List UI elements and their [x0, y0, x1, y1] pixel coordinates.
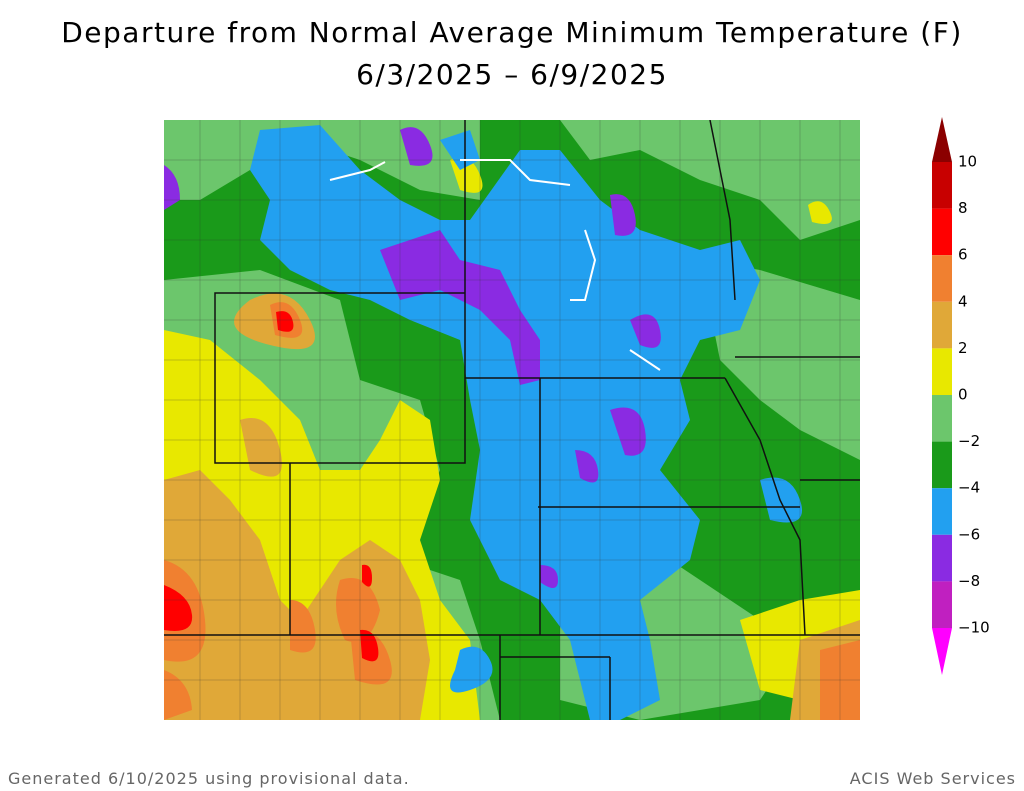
legend-swatch: [932, 255, 952, 302]
legend-swatch: [932, 208, 952, 256]
legend-label: −6: [958, 525, 980, 543]
legend-swatch: [932, 488, 952, 535]
state-lines: [164, 120, 860, 720]
rivers: [329, 159, 661, 371]
subtitle: 6/3/2025 – 6/9/2025: [356, 58, 668, 91]
legend-swatch: [932, 301, 952, 349]
footer-left: Generated 6/10/2025 using provisional da…: [8, 769, 410, 788]
legend-label: 2: [958, 339, 968, 357]
region-red: [164, 311, 379, 662]
title: Departure from Normal Average Minimum Te…: [61, 16, 963, 49]
legend: 10 8 6 4 2 0 −2 −4 −6 −8 −10: [932, 117, 990, 675]
legend-swatch: [932, 441, 952, 489]
legend-label: 8: [958, 199, 968, 217]
legend-swatch: [932, 395, 952, 442]
region-orange: [164, 302, 860, 720]
legend-label: 0: [958, 386, 968, 404]
legend-label: −10: [958, 619, 990, 637]
legend-swatch: [932, 162, 952, 209]
region-blue: [250, 125, 802, 720]
legend-label: 6: [958, 246, 968, 264]
legend-arrow: [932, 628, 952, 675]
legend-arrow: [932, 117, 952, 162]
legend-swatch: [932, 581, 952, 628]
legend-swatch: [932, 534, 952, 582]
county-lines: [164, 120, 860, 720]
legend-swatch: [932, 348, 952, 395]
legend-label: −2: [958, 432, 980, 450]
legend-label: 4: [958, 292, 968, 310]
legend-label: −8: [958, 572, 980, 590]
legend-label: 10: [958, 153, 977, 171]
map: [164, 120, 860, 720]
legend-label: −4: [958, 479, 980, 497]
footer-right: ACIS Web Services: [850, 769, 1016, 788]
